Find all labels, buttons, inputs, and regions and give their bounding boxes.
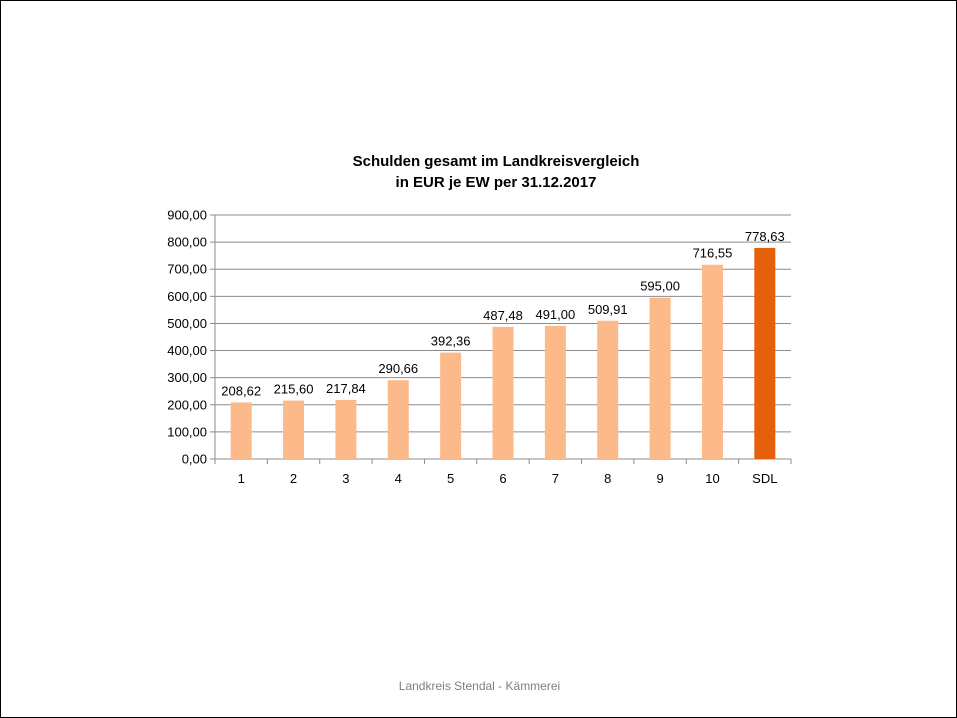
data-label: 487,48	[483, 308, 523, 323]
y-tick-label: 400,00	[167, 343, 207, 358]
x-tick-label: 1	[238, 471, 245, 486]
x-tick-label: 10	[705, 471, 719, 486]
x-tick-label: 3	[342, 471, 349, 486]
bar	[440, 352, 462, 459]
data-label: 392,36	[431, 334, 471, 349]
data-label: 208,62	[221, 383, 261, 398]
y-tick-label: 500,00	[167, 316, 207, 331]
x-tick-label: 7	[552, 471, 559, 486]
x-tick-label: SDL	[752, 471, 777, 486]
y-tick-label: 0,00	[182, 452, 207, 467]
data-label: 778,63	[745, 229, 785, 244]
y-tick-label: 700,00	[167, 262, 207, 277]
data-label: 509,91	[588, 302, 628, 317]
bar	[597, 320, 619, 459]
footer-text: Landkreis Stendal - Kämmerei	[398, 679, 561, 693]
data-label: 595,00	[640, 279, 680, 294]
y-tick-label: 900,00	[167, 208, 207, 223]
bar	[387, 380, 409, 459]
bar	[492, 326, 514, 459]
data-label: 217,84	[326, 381, 366, 396]
x-tick-label: 6	[499, 471, 506, 486]
bar	[230, 402, 252, 459]
chart-title-line-1: Schulden gesamt im Landkreisvergleich	[352, 153, 640, 170]
bar	[283, 400, 305, 459]
data-label: 215,60	[274, 382, 314, 397]
x-tick-label: 4	[395, 471, 402, 486]
x-tick-label: 2	[290, 471, 297, 486]
x-tick-label: 5	[447, 471, 454, 486]
bar	[544, 325, 566, 459]
y-tick-label: 200,00	[167, 397, 207, 412]
y-tick-label: 300,00	[167, 370, 207, 385]
data-label: 716,55	[693, 246, 733, 261]
data-label: 290,66	[378, 361, 418, 376]
y-tick-label: 600,00	[167, 289, 207, 304]
x-tick-label: 8	[604, 471, 611, 486]
bar	[701, 264, 723, 459]
data-label: 491,00	[535, 307, 575, 322]
chart-title: Schulden gesamt im Landkreisvergleich in…	[231, 151, 761, 193]
bar	[649, 297, 671, 459]
bar	[754, 247, 776, 459]
chart-title-line-2: in EUR je EW per 31.12.2017	[395, 174, 597, 191]
y-tick-label: 100,00	[167, 424, 207, 439]
x-tick-label: 9	[656, 471, 663, 486]
y-tick-label: 800,00	[167, 235, 207, 250]
bar	[335, 399, 357, 459]
